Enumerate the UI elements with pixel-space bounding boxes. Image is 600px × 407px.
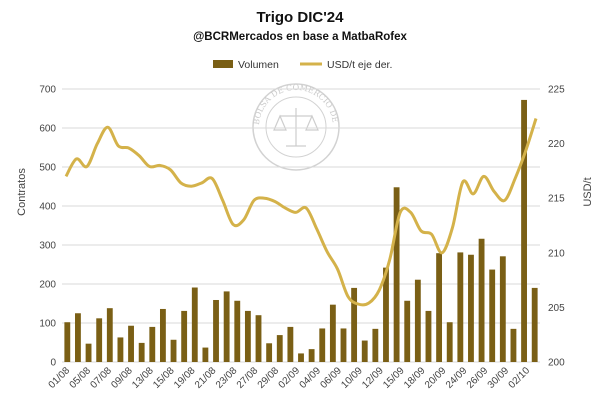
volume-bar — [361, 340, 368, 362]
volume-bar — [372, 328, 379, 362]
volume-bar — [213, 299, 219, 362]
left-tick-label: 0 — [50, 358, 56, 369]
x-tick-label: 27/08 — [235, 365, 261, 391]
seal-outer-ring — [252, 83, 340, 171]
volume-bar — [521, 99, 527, 363]
x-tick-label: 06/09 — [318, 365, 344, 391]
x-tick-label: 01/08 — [47, 365, 73, 391]
x-tick-label: 23/08 — [214, 365, 240, 391]
volume-bar — [85, 343, 92, 362]
volume-bar — [414, 279, 421, 362]
volume-bar — [191, 287, 198, 362]
right-tick-label: 200 — [548, 358, 565, 369]
x-tick-label: 09/08 — [109, 365, 135, 391]
right-tick-label: 205 — [548, 303, 565, 314]
volume-bar — [64, 322, 71, 362]
volume-bar — [499, 256, 506, 362]
volume-bar — [128, 325, 134, 362]
legend: Volumen USD/t eje der. — [213, 59, 392, 71]
x-tick-label: 04/09 — [298, 365, 324, 391]
x-tick-label: 21/08 — [193, 365, 219, 391]
left-tick-label: 400 — [39, 202, 56, 213]
scales-icon — [273, 108, 319, 147]
volume-bar — [96, 318, 103, 362]
x-tick-label: 13/08 — [130, 365, 156, 391]
x-tick-label: 12/09 — [360, 365, 386, 391]
volume-bar — [223, 291, 230, 362]
right-tick-label: 220 — [548, 139, 565, 150]
volume-bar — [244, 310, 251, 362]
left-axis-label: Contratos — [16, 168, 28, 216]
volume-bar — [457, 252, 464, 362]
left-tick-label: 600 — [39, 124, 56, 135]
volume-bar — [234, 300, 241, 362]
right-tick-label: 225 — [548, 85, 565, 96]
left-tick-label: 500 — [39, 163, 56, 174]
volume-bar — [138, 342, 145, 362]
volume-bar — [478, 238, 485, 362]
x-tick-label: 26/09 — [465, 365, 491, 391]
right-axis-label: USD/t — [582, 177, 594, 206]
volume-bar — [287, 326, 294, 362]
volume-bar — [266, 343, 273, 362]
volume-bar — [468, 254, 474, 362]
x-tick-label: 02/09 — [277, 365, 303, 391]
right-tick-label: 210 — [548, 248, 565, 259]
seal-inner-ring — [265, 96, 327, 158]
x-tick-label: 05/08 — [68, 365, 94, 391]
x-tick-label: 02/10 — [507, 365, 533, 391]
volume-bar — [276, 335, 283, 362]
x-tick-label: 10/09 — [339, 365, 365, 391]
left-tick-label: 100 — [39, 319, 56, 330]
volume-bar — [329, 304, 336, 362]
volume-bar — [489, 269, 496, 362]
price-series-line — [64, 118, 538, 307]
volume-bar — [436, 253, 443, 362]
volume-bar — [319, 328, 326, 362]
volume-bar — [106, 308, 113, 362]
volume-bar — [404, 300, 411, 362]
left-tick-label: 200 — [39, 280, 56, 291]
x-tick-label: 07/08 — [88, 365, 114, 391]
x-tick-label: 18/09 — [402, 365, 428, 391]
x-tick-label: 19/08 — [172, 365, 198, 391]
volume-bar — [308, 349, 315, 362]
volume-bar — [393, 187, 400, 362]
volume-bar — [446, 322, 453, 362]
volume-bars — [64, 99, 538, 363]
volume-bar — [510, 328, 517, 362]
volume-bar — [181, 310, 188, 362]
volume-bar — [149, 326, 156, 362]
x-tick-label: 20/09 — [423, 365, 449, 391]
volume-bar — [159, 308, 166, 362]
chart-subtitle: @BCRMercados en base a MatbaRofex — [193, 31, 407, 43]
x-tick-label: 24/09 — [444, 365, 470, 391]
volume-bar — [170, 339, 177, 362]
volume-bar — [298, 353, 304, 362]
volume-bar — [255, 315, 262, 362]
volume-bar — [340, 328, 347, 362]
x-tick-label: 15/08 — [151, 365, 177, 391]
volume-bar — [351, 287, 358, 362]
legend-label-usd: USD/t eje der. — [327, 59, 392, 71]
legend-label-volumen: Volumen — [238, 59, 279, 71]
legend-swatch-volumen — [213, 60, 233, 68]
left-tick-label: 700 — [39, 85, 56, 96]
volume-bar — [531, 287, 538, 362]
x-tick-label: 30/09 — [486, 365, 512, 391]
volume-bar — [117, 337, 124, 362]
volume-bar — [202, 347, 209, 362]
x-tick-label: 15/09 — [381, 365, 407, 391]
volume-bar — [383, 267, 389, 362]
left-tick-label: 300 — [39, 241, 56, 252]
x-tick-label: 29/08 — [256, 365, 282, 391]
price-line — [64, 118, 538, 307]
right-tick-label: 215 — [548, 194, 565, 205]
volume-bar — [75, 313, 81, 362]
volume-bar — [425, 310, 432, 362]
chart-title: Trigo DIC'24 — [257, 9, 345, 26]
